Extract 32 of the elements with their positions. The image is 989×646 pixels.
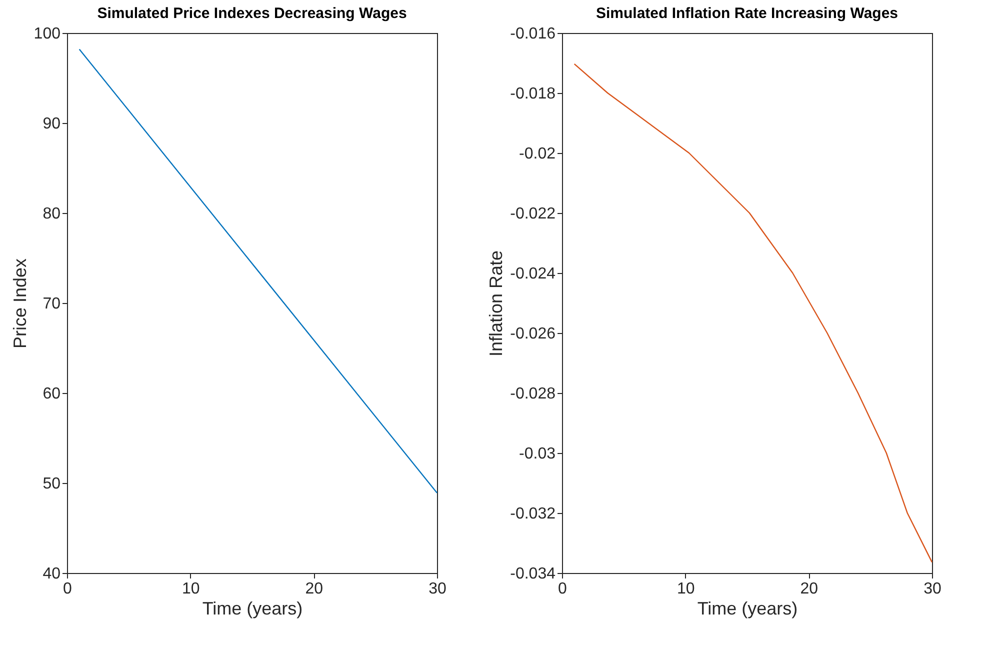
- y-tick-label: -0.032: [510, 506, 556, 522]
- y-tick-label: 90: [42, 116, 61, 132]
- x-tick-label: 30: [428, 580, 446, 598]
- x-tick-label: 10: [676, 580, 695, 598]
- y-tick-label: 70: [42, 296, 61, 312]
- chart-title: Simulated Inflation Rate Increasing Wages: [596, 5, 898, 22]
- y-tick-label: -0.026: [510, 326, 556, 342]
- x-tick-label: 20: [305, 580, 324, 598]
- y-tick-label: -0.034: [510, 566, 556, 582]
- y-tick-label: 80: [42, 206, 61, 222]
- y-tick-label: -0.018: [510, 86, 556, 102]
- x-tick-label: 20: [800, 580, 818, 598]
- y-tick-label: -0.03: [519, 446, 556, 462]
- chart-title: Simulated Price Indexes Decreasing Wages: [97, 5, 407, 22]
- y-tick-label: 40: [42, 566, 61, 582]
- x-tick-label: 0: [63, 580, 72, 598]
- y-tick-label: 60: [42, 386, 61, 402]
- y-tick-label: -0.024: [510, 266, 556, 282]
- x-tick-label: 30: [924, 580, 942, 598]
- y-tick-label: -0.028: [510, 386, 556, 402]
- x-axis-title: Time (years): [697, 598, 798, 618]
- x-tick-label: 10: [182, 580, 200, 598]
- y-tick-label: -0.02: [519, 146, 556, 162]
- y-axis-title: Inflation Rate: [486, 250, 506, 357]
- x-axis-title: Time (years): [202, 598, 303, 618]
- y-tick-label: -0.022: [510, 206, 556, 222]
- line-series: [574, 63, 933, 563]
- y-axis-title: Price Index: [10, 258, 30, 349]
- y-tick-label: 50: [42, 476, 61, 492]
- y-tick-label: -0.016: [510, 26, 556, 42]
- y-tick-label: 100: [34, 26, 61, 42]
- x-tick-label: 0: [558, 580, 568, 598]
